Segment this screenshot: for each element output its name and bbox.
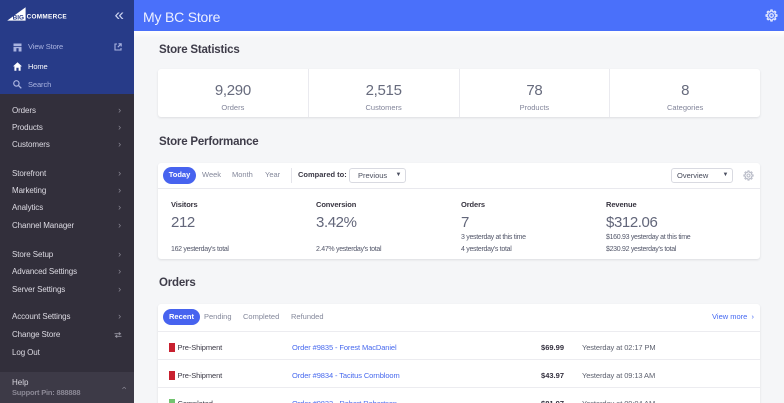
svg-text:COMMERCE: COMMERCE bbox=[27, 14, 68, 21]
svg-text:BIG: BIG bbox=[13, 15, 24, 21]
